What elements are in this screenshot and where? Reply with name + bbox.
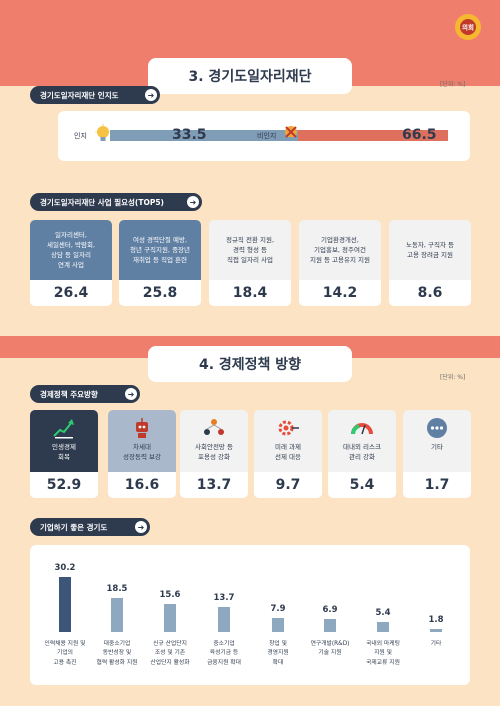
policy-card-label: 대내외 리스크 관리 강화	[343, 443, 381, 462]
biz-bar-label: 인력채용 지원 및 기업의 고용 촉진	[44, 641, 86, 666]
aware-bar	[110, 130, 310, 141]
tops-label-text: 경기도일자리재단 사업 필요성(TOP5)	[40, 197, 164, 207]
policy-card-top: 기타	[403, 410, 471, 472]
policy-card: 차세대 성장동력 보강 16.6	[108, 410, 176, 498]
policy-card-value: 52.9	[30, 472, 98, 498]
biz-bar-value: 6.9	[322, 605, 338, 616]
biz-bar	[218, 607, 230, 632]
more-dots-icon	[425, 416, 449, 440]
policy-card-value: 5.4	[328, 472, 396, 498]
policy-card-top: 미래 과제 선제 대응	[254, 410, 322, 472]
policy-label-text: 경제정책 주요방향	[40, 389, 98, 399]
lightbulb-icon	[95, 124, 111, 141]
biz-label-text: 기업하기 좋은 경기도	[40, 522, 108, 532]
people-network-icon	[202, 416, 226, 440]
tops-card-value: 25.8	[119, 280, 201, 306]
risk-gauge-icon	[350, 416, 374, 440]
biz-bar-label: 기타	[430, 641, 442, 647]
tops-card: 일자리센터, 세일센터, 박람회, 상담 등 일자리 연계 사업 26.4	[30, 220, 112, 306]
tops-card: 노동자, 구직자 등 고용 장려금 지원 8.6	[389, 220, 471, 306]
policy-card-label: 기타	[431, 443, 443, 451]
biz-bar-value: 15.6	[159, 589, 181, 600]
assembly-seal-icon: 의회	[455, 14, 481, 40]
arrow-right-icon: ➜	[145, 89, 157, 101]
policy-card: 사회안전망 등 포용성 강화 13.7	[180, 410, 248, 498]
arrow-right-icon: ➜	[135, 521, 147, 533]
svg-text:의회: 의회	[462, 23, 474, 32]
section4-unit: [단위: %]	[440, 374, 466, 381]
policy-card-value: 16.6	[108, 472, 176, 498]
tops-card-value: 14.2	[299, 280, 381, 306]
biz-bar	[324, 619, 336, 632]
unaware-bar-track	[298, 130, 448, 141]
tops-card-value: 8.6	[389, 280, 471, 306]
biz-bar-label: 국내외 마케팅 지원 및 국제교류 지원	[366, 641, 400, 666]
crossed-lightbulb-icon	[285, 126, 297, 141]
section4-title: 4. 경제정책 방향	[148, 346, 352, 382]
biz-bar-label: 대중소기업 동반성장 및 협력 활성화 지원	[96, 641, 138, 666]
biz-bar-label: 중소기업 육성기금 등 금융지원 확대	[207, 641, 241, 666]
policy-card: 대내외 리스크 관리 강화 5.4	[328, 410, 396, 498]
tops-card-label: 노동자, 구직자 등 고용 장려금 지원	[389, 220, 471, 280]
biz-bar	[59, 577, 71, 632]
biz-bar	[164, 603, 176, 632]
biz-bar-value: 13.7	[213, 593, 235, 604]
policy-card-value: 13.7	[180, 472, 248, 498]
arrow-right-icon: ➜	[187, 196, 199, 208]
biz-bar	[272, 617, 284, 632]
tops-card: 정규직 전환 지원, 경력 형성 등 직접 일자리 사업 18.4	[209, 220, 291, 306]
biz-bar-value: 1.8	[428, 614, 444, 625]
policy-card: 기타 1.7	[403, 410, 471, 498]
tops-card-value: 26.4	[30, 280, 112, 306]
tops-card: 여성 경력단절 예방, 청년 구직지원, 중장년 재취업 등 직업 훈련 25.8	[119, 220, 201, 306]
biz-bar-value: 18.5	[106, 584, 128, 595]
policy-card-top: 사회안전망 등 포용성 강화	[180, 410, 248, 472]
aware-bar-track	[110, 130, 310, 141]
awareness-label[interactable]: 경기도일자리재단 인지도 ➜	[30, 86, 160, 104]
biz-bar-value: 30.2	[54, 563, 76, 573]
tops-card-label: 기업환경개선, 기업홍보, 정주여건 지원 등 고용유지 지원	[299, 220, 381, 280]
policy-card-value: 9.7	[254, 472, 322, 498]
policy-card-label: 사회안전망 등 포용성 강화	[195, 443, 233, 462]
section3-title: 3. 경기도일자리재단	[148, 58, 352, 94]
biz-bar	[377, 622, 389, 632]
policy-card-label: 민생경제 회복	[52, 443, 76, 462]
biz-label[interactable]: 기업하기 좋은 경기도 ➜	[30, 518, 150, 536]
policy-card: 민생경제 회복 52.9	[30, 410, 98, 498]
aware-value: 33.5	[172, 127, 207, 143]
unaware-bar	[298, 130, 448, 141]
awareness-label-text: 경기도일자리재단 인지도	[40, 90, 119, 100]
tops-card-label: 일자리센터, 세일센터, 박람회, 상담 등 일자리 연계 사업	[30, 220, 112, 280]
policy-card-top: 대내외 리스크 관리 강화	[328, 410, 396, 472]
policy-card-top: 차세대 성장동력 보강	[108, 410, 176, 472]
biz-bar-value: 5.4	[375, 608, 391, 619]
biz-bar-label: 창업 및 경영지원 확대	[267, 641, 289, 666]
unaware-value: 66.5	[402, 127, 437, 143]
aware-label: 인지	[74, 132, 87, 140]
biz-bar-value: 7.9	[270, 603, 286, 614]
policy-card-value: 1.7	[403, 472, 471, 498]
gear-target-icon	[276, 416, 300, 440]
biz-chart-panel	[30, 545, 470, 685]
unaware-label: 비인지	[257, 132, 277, 140]
biz-bar	[430, 628, 442, 632]
biz-bar-label: 연구개발(R&D) 기술 지원	[310, 641, 350, 657]
tops-label[interactable]: 경기도일자리재단 사업 필요성(TOP5) ➜	[30, 193, 202, 211]
rising-chart-icon	[52, 416, 76, 440]
policy-card-label: 미래 과제 선제 대응	[275, 443, 301, 462]
robot-icon	[130, 416, 154, 440]
policy-card-label: 차세대 성장동력 보강	[123, 443, 161, 462]
tops-card: 기업환경개선, 기업홍보, 정주여건 지원 등 고용유지 지원 14.2	[299, 220, 381, 306]
tops-card-label: 정규직 전환 지원, 경력 형성 등 직접 일자리 사업	[209, 220, 291, 280]
section3-unit: [단위: %]	[440, 81, 466, 88]
policy-label[interactable]: 경제정책 주요방향 ➜	[30, 385, 140, 403]
policy-card: 미래 과제 선제 대응 9.7	[254, 410, 322, 498]
biz-bar-label: 신규 산업단지 조성 및 기존 산업단지 활성화	[150, 641, 190, 666]
tops-card-value: 18.4	[209, 280, 291, 306]
arrow-right-icon: ➜	[125, 388, 137, 400]
biz-bar	[111, 598, 123, 632]
policy-card-top: 민생경제 회복	[30, 410, 98, 472]
tops-card-label: 여성 경력단절 예방, 청년 구직지원, 중장년 재취업 등 직업 훈련	[119, 220, 201, 280]
